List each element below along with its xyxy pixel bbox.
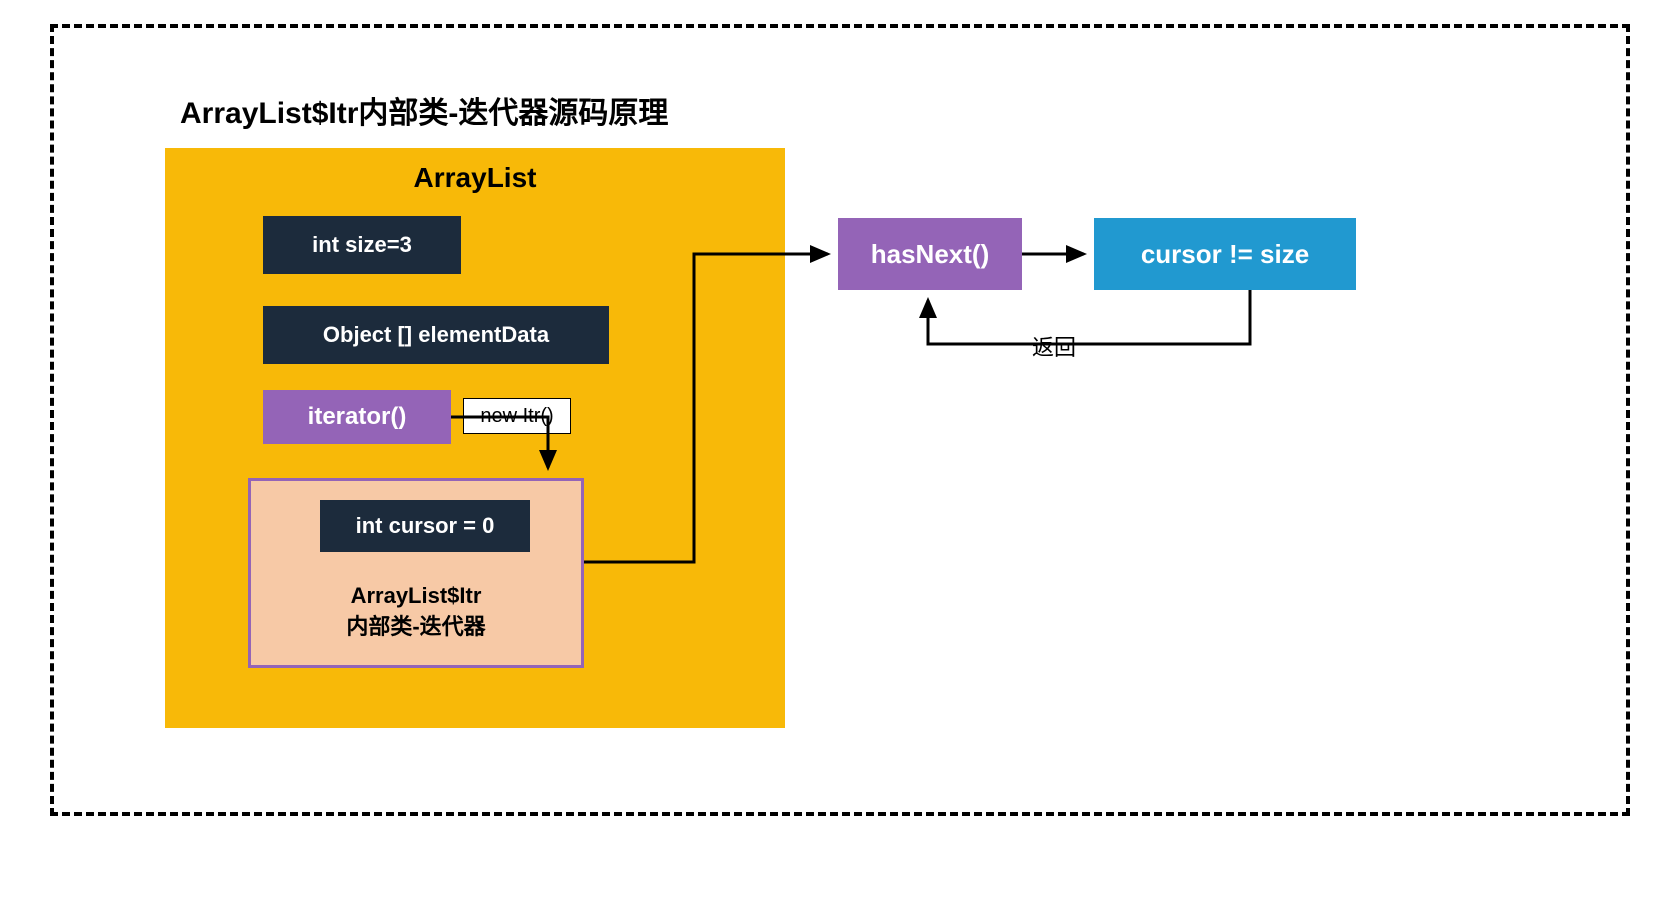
itr-panel-labels: ArrayList$Itr 内部类-迭代器	[251, 581, 581, 643]
int-cursor-text: int cursor = 0	[356, 513, 495, 539]
iterator-text: iterator()	[308, 403, 407, 431]
iterator-box: iterator()	[263, 390, 451, 444]
diagram-title: ArrayList$Itr内部类-迭代器源码原理	[180, 88, 668, 132]
new-itr-text: new Itr()	[480, 405, 553, 428]
hasnext-text: hasNext()	[871, 239, 989, 270]
element-data-text: Object [] elementData	[323, 322, 549, 348]
cursor-neq-text: cursor != size	[1141, 239, 1309, 270]
return-label: 返回	[1028, 330, 1080, 362]
itr-panel-label-2: 内部类-迭代器	[251, 612, 581, 643]
hasnext-box: hasNext()	[838, 218, 1022, 290]
itr-panel-label-1: ArrayList$Itr	[251, 581, 581, 612]
int-size-text: int size=3	[312, 232, 412, 258]
diagram-canvas: ArrayList$Itr内部类-迭代器源码原理 ArrayList int s…	[0, 0, 1674, 918]
arraylist-panel-label: ArrayList	[165, 162, 785, 194]
int-cursor-box: int cursor = 0	[320, 500, 530, 552]
cursor-neq-size-box: cursor != size	[1094, 218, 1356, 290]
new-itr-label: new Itr()	[463, 398, 571, 434]
int-size-box: int size=3	[263, 216, 461, 274]
element-data-box: Object [] elementData	[263, 306, 609, 364]
